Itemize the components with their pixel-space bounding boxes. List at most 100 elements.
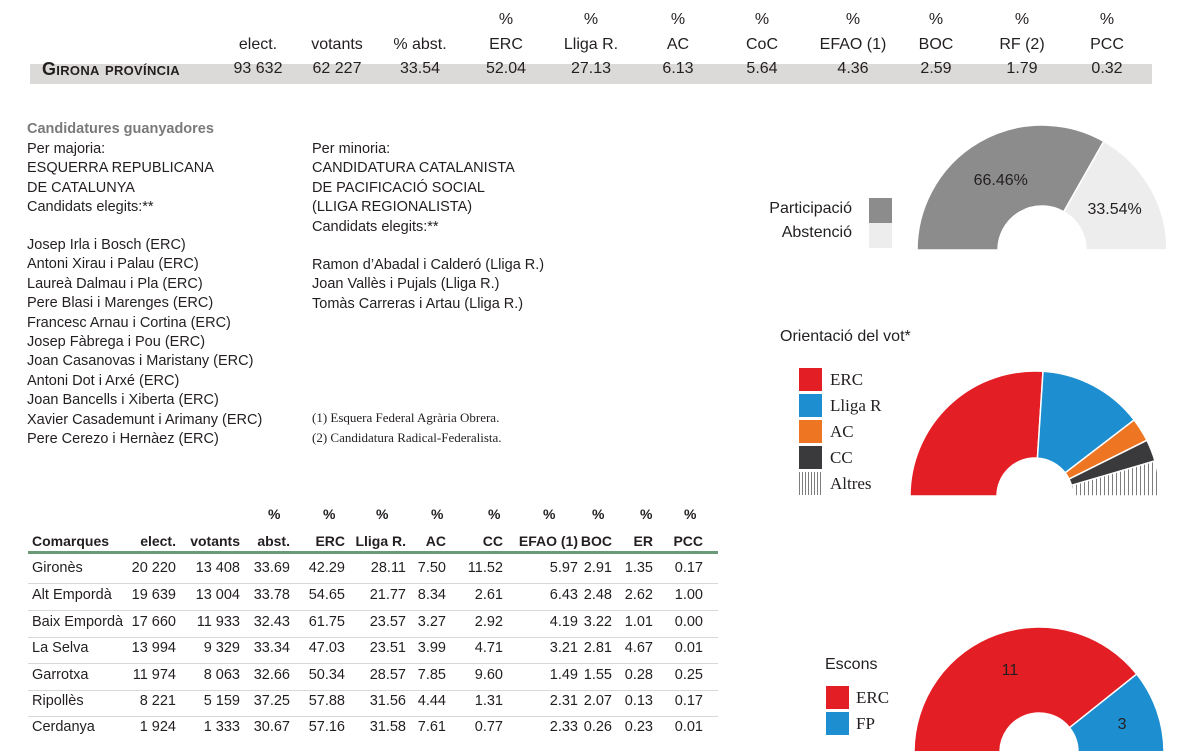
majority-candidate: Pere Cerezo i Hernàez (ERC) [27,431,219,447]
table-cell: 3.22 [583,614,612,630]
province-name: Girona província [42,59,180,79]
majority-candidate: Joan Casanovas i Maristany (ERC) [27,353,254,370]
table-cell: 3.99 [417,640,446,656]
table-row-separator [28,663,718,664]
table-cell: 2.81 [583,640,612,656]
summary-value: 5.64 [746,60,778,77]
table-cell: 42.29 [308,560,345,576]
table-column-header: ER [633,533,653,549]
table-cell: 19 639 [131,587,176,603]
legend-altres-swatch [799,472,822,495]
table-pct-mark: % [543,506,556,522]
table-cell: 0.77 [474,719,503,735]
table-cell: 54.65 [308,587,345,603]
summary-pct-mark: % [754,11,770,28]
table-cell: 1 924 [139,719,176,735]
slice-erc [913,626,1138,751]
table-pct-mark: % [640,506,653,522]
table-cell: 8 063 [203,667,240,683]
table-cell: 13 994 [131,640,176,656]
table-cell: 7.85 [417,667,446,683]
table-cell: 50.34 [308,667,345,683]
slice-label: 11 [1002,662,1019,679]
legend-abstencio-label: Abstenció [781,224,852,241]
table-pct-mark: % [431,506,444,522]
minority-candidate: Joan Vallès i Pujals (Lliga R.) [312,276,500,293]
table-cell: 20 220 [131,560,176,576]
table-header-rule [28,551,718,554]
table-cell: 2.62 [624,587,653,603]
table-cell: 0.26 [583,719,612,735]
escons-title: Escons [825,656,878,673]
slice-label: 33.54% [1087,201,1141,218]
table-cell: 28.11 [370,560,406,576]
summary-column-header: AC [666,36,690,53]
table-cell: 4.71 [474,640,503,656]
majority-candidate: Xavier Casademunt i Arimany (ERC) [27,411,263,428]
slice-altres [1070,459,1161,497]
majority-candidate: Laureà Dalmau i Pla (ERC) [27,275,203,292]
table-cell: 11 933 [196,614,240,630]
table-cell: 7.61 [417,719,446,735]
table-cell: 8.34 [417,587,446,603]
majority-elected-label: Candidats elegits:** [27,199,154,216]
summary-pct-mark: % [670,11,686,28]
table-cell: 31.58 [369,719,406,735]
legend-escons-erc-label: ERC [856,688,890,707]
table-column-header: votants [190,533,240,549]
legend-participacio-label: Participació [769,200,852,217]
summary-value: 2.59 [920,60,952,77]
table-column-header: abst. [257,533,290,549]
table-cell: 6.43 [549,587,578,603]
footnote-2: (2) Candidatura Radical-Federalista. [312,430,502,445]
table-cell: 4.44 [417,693,446,709]
table-cell: 0.01 [674,640,703,656]
comarca-name: Baix Empordà [32,614,124,630]
table-row-separator [28,716,718,717]
table-pct-mark: % [684,506,697,522]
legend-cc-label: CC [830,448,853,467]
summary-column-header: CoC [745,36,778,53]
summary-column-header: % abst. [393,36,447,53]
majority-candidate: Josep Fàbrega i Pou (ERC) [27,334,206,350]
minority-elected-label: Candidats elegits:** [312,218,439,235]
table-pct-mark: % [323,506,336,522]
minority-label: Per minoria: [312,141,391,157]
summary-column-header: ERC [489,36,523,53]
table-cell: 32.66 [253,667,290,683]
table-cell: 2.92 [474,614,503,630]
table-cell: 3.27 [417,614,446,630]
table-cell: 2.61 [474,587,503,603]
majority-label: Per majoria: [27,141,106,157]
table-cell: 23.51 [369,640,406,656]
majority-candidate: Antoni Dot i Arxé (ERC) [27,372,180,389]
table-cell: 8 221 [139,693,176,709]
table-cell: 33.78 [253,587,290,603]
table-cell: 0.17 [674,693,703,709]
table-cell: 4.19 [549,614,578,630]
majority-party-line: ESQUERRA REPUBLICANA [27,160,214,177]
table-cell: 0.01 [674,719,703,735]
summary-pct-mark: % [583,11,599,28]
table-row-separator [28,690,718,691]
legend-ac-swatch [799,420,822,443]
table-cell: 23.57 [369,614,406,630]
summary-pct-mark: % [928,11,944,28]
minority-party-line: (LLIGA REGIONALISTA) [312,199,473,216]
majority-candidate: Josep Irla i Bosch (ERC) [27,237,186,253]
legend-escons-erc-swatch [826,686,849,709]
summary-pct-mark: % [498,11,514,28]
table-cell: 61.75 [308,614,345,630]
summary-value: 27.13 [570,60,612,77]
table-cell: 13 004 [195,587,240,603]
summary-band [30,64,1152,84]
summary-column-header: Lliga R. [563,36,619,53]
slice-label: 66.46% [974,172,1028,189]
legend-participacio-swatch [869,198,892,223]
table-column-header: AC [425,533,446,549]
slice-abstenci- [1062,140,1168,251]
legend-altres-label: Altres [830,474,872,493]
comarca-name: Cerdanya [32,719,95,735]
table-cell: 17 660 [131,614,176,630]
